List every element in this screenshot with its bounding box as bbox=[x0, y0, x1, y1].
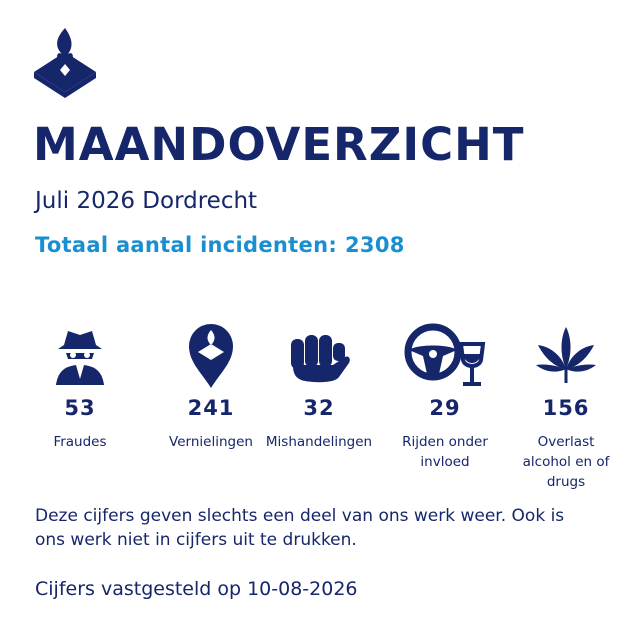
footer: Cijfers vastgesteld op 10-08-2026 bbox=[35, 578, 358, 600]
stat-label: Overlast alcohol en of drugs bbox=[522, 434, 610, 490]
icon-leaf bbox=[536, 327, 596, 383]
total: Totaal aantal incidenten: 2308 bbox=[35, 233, 405, 257]
police-logo bbox=[34, 28, 96, 98]
subtitle: Juli 2026 Dordrecht bbox=[35, 188, 258, 214]
stat-value: 29 bbox=[429, 396, 461, 420]
icon-spy bbox=[56, 331, 104, 385]
stat-value: 156 bbox=[542, 396, 590, 420]
icon-wheel-glass bbox=[404, 323, 486, 386]
stat-label: Fraudes bbox=[53, 434, 107, 450]
title: MAANDOVERZICHT bbox=[33, 118, 525, 171]
stat-value: 53 bbox=[64, 396, 96, 420]
icon-pin bbox=[189, 324, 233, 388]
stat: 53 Fraudes bbox=[18, 322, 142, 452]
stat-label: Mishandelingen bbox=[265, 434, 373, 450]
stat: 32 Mishandelingen bbox=[257, 322, 381, 452]
stat-label: Rijden onder invloed bbox=[402, 434, 488, 470]
stat: 241 Vernielingen bbox=[149, 322, 273, 452]
note: Deze cijfers geven slechts een deel van … bbox=[35, 506, 565, 550]
stat: 156 Overlast alcohol en of drugs bbox=[504, 322, 628, 492]
stat: 29 Rijden onder invloed bbox=[383, 322, 507, 472]
total-label: Totaal aantal incidenten: bbox=[35, 233, 338, 257]
icon-fist bbox=[291, 335, 350, 383]
stat-label: Vernielingen bbox=[169, 434, 253, 450]
stat-value: 32 bbox=[303, 396, 335, 420]
total-value: 2308 bbox=[345, 233, 405, 257]
stat-value: 241 bbox=[187, 396, 235, 420]
